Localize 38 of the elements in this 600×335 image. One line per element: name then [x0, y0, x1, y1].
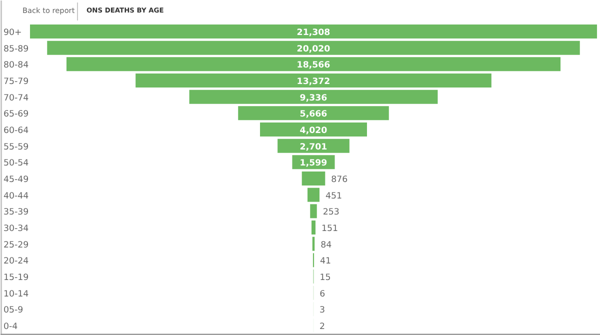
data-label: 84: [320, 240, 332, 250]
data-label: 13,372: [296, 77, 330, 87]
data-label: 876: [331, 175, 348, 185]
category-label: 0-4: [4, 322, 18, 332]
data-label: 21,308: [296, 28, 330, 38]
category-label: 45-49: [4, 175, 29, 185]
category-label: 25-29: [4, 240, 29, 250]
data-label: 151: [322, 224, 338, 234]
category-label: 55-59: [4, 142, 29, 152]
category-label: 90+: [4, 28, 22, 38]
data-label: 9,336: [300, 93, 328, 104]
category-label: 85-89: [4, 44, 29, 54]
category-label: 80-84: [4, 60, 30, 71]
category-label: 35-39: [4, 208, 29, 218]
data-label: 6: [320, 289, 326, 300]
category-label: 30-34: [4, 224, 30, 234]
category-label: 05-9: [4, 306, 24, 316]
category-label: 20-24: [4, 256, 30, 267]
data-label: 2: [320, 322, 326, 332]
data-label: 3: [320, 306, 326, 316]
category-label: 70-74: [4, 93, 30, 104]
category-label: 15-19: [4, 273, 29, 283]
category-label: 10-14: [4, 289, 30, 300]
data-label: 253: [322, 208, 340, 218]
data-label: 2,701: [300, 142, 328, 152]
data-label: 451: [326, 191, 342, 202]
data-label: 20,020: [296, 44, 330, 54]
data-label: 15: [320, 273, 331, 283]
data-label: 1,599: [300, 158, 328, 169]
data-label: 4,020: [300, 126, 328, 136]
category-label: 60-64: [4, 126, 30, 136]
category-label: 75-79: [4, 77, 29, 87]
category-label: 40-44: [4, 191, 30, 202]
data-label: 5,666: [300, 110, 328, 120]
data-label: 18,566: [296, 60, 330, 71]
data-label: 41: [320, 256, 332, 267]
category-label: 50-54: [4, 158, 30, 169]
category-label: 65-69: [4, 110, 29, 120]
